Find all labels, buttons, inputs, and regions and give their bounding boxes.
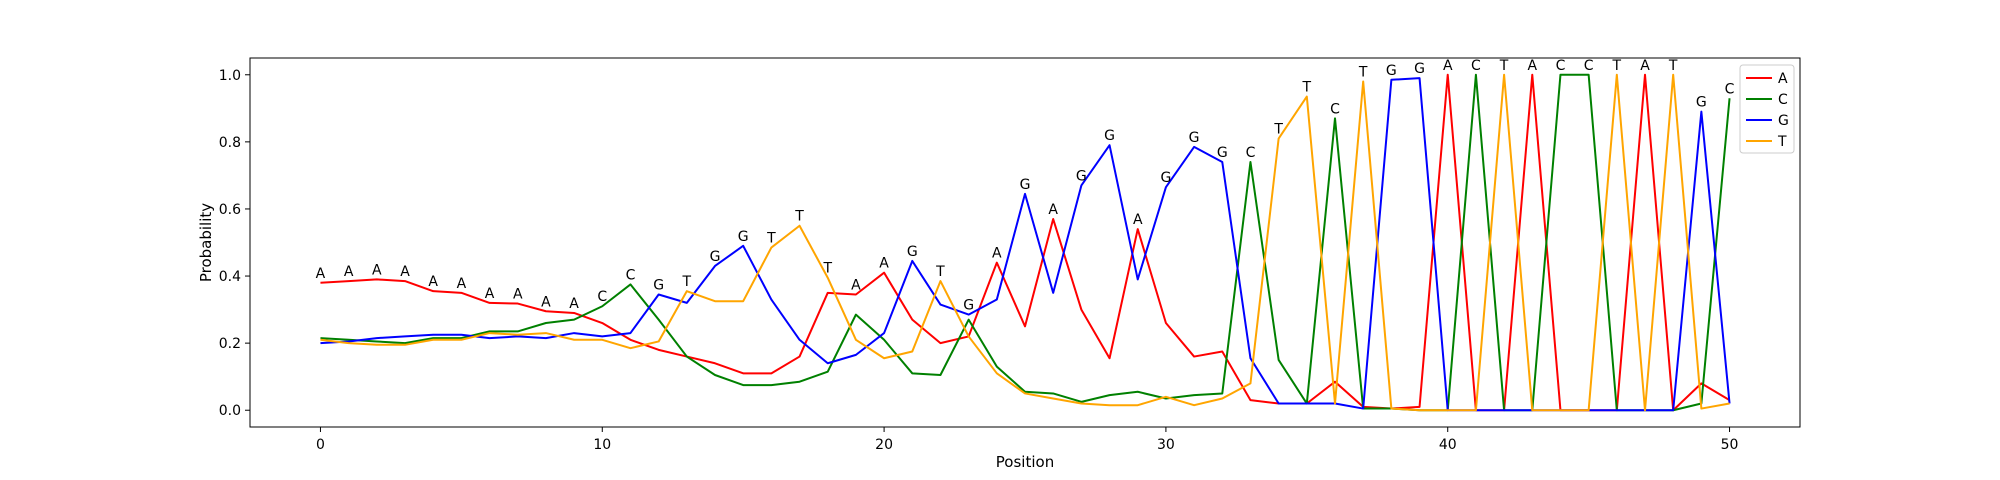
y-tick-label: 0.8 <box>219 135 241 151</box>
base-annotation: T <box>682 274 692 290</box>
x-axis-label: Position <box>996 453 1054 471</box>
base-annotation: A <box>316 266 326 282</box>
y-tick-label: 0.0 <box>219 403 241 419</box>
base-annotation: A <box>485 286 495 302</box>
base-annotation: A <box>851 277 861 293</box>
legend-box <box>1739 64 1795 154</box>
base-annotation: G <box>1386 63 1397 79</box>
base-annotation: C <box>1584 58 1594 74</box>
base-annotation: T <box>822 261 832 277</box>
base-annotation: A <box>541 294 551 310</box>
base-annotation: G <box>963 298 974 314</box>
x-tick-label: 20 <box>875 437 893 453</box>
x-tick-label: 10 <box>593 437 611 453</box>
base-annotation: C <box>1471 58 1481 74</box>
x-axis: 0 10 20 30 40 50 <box>316 427 1738 453</box>
base-annotation: A <box>992 246 1002 262</box>
base-annotation: T <box>1358 64 1368 80</box>
base-annotation: G <box>1076 168 1087 184</box>
base-annotation: T <box>1499 58 1509 74</box>
x-tick-label: 40 <box>1439 437 1457 453</box>
series-line-G <box>320 77 1731 412</box>
legend-label-G: G <box>1778 113 1789 129</box>
base-annotation: A <box>1048 202 1058 218</box>
base-annotation: A <box>1443 58 1453 74</box>
base-annotation: A <box>428 274 438 290</box>
base-annotation: T <box>1612 58 1622 74</box>
base-annotation: G <box>907 244 918 260</box>
base-annotation: T <box>935 264 945 280</box>
base-annotation: G <box>1160 170 1171 186</box>
base-annotation: A <box>372 262 382 278</box>
legend-label-T: T <box>1777 134 1787 150</box>
base-annotation: A <box>879 256 889 272</box>
base-annotation: A <box>344 264 354 280</box>
y-axis-label: Probability <box>197 203 215 282</box>
legend-label-A: A <box>1778 71 1788 87</box>
x-tick-label: 50 <box>1721 437 1739 453</box>
base-annotation: G <box>653 277 664 293</box>
base-annotation: T <box>1273 122 1283 138</box>
x-tick-label: 0 <box>316 437 325 453</box>
y-tick-label: 0.2 <box>219 336 241 352</box>
base-annotation: A <box>513 287 523 303</box>
base-annotation: C <box>626 267 636 283</box>
axes-frame <box>249 57 1801 428</box>
base-annotation: G <box>1104 128 1115 144</box>
base-annotation: G <box>738 229 749 245</box>
base-annotation: T <box>794 209 804 225</box>
base-annotation: G <box>1189 130 1200 146</box>
base-annotation: T <box>766 231 776 247</box>
base-annotation: A <box>1133 212 1143 228</box>
base-annotation: T <box>1302 80 1312 96</box>
base-annotation: C <box>1330 101 1340 117</box>
base-annotation: C <box>1246 145 1256 161</box>
base-annotation: A <box>457 276 467 292</box>
series-line-T <box>320 73 1730 412</box>
base-annotation: A <box>569 296 579 312</box>
series-line-C <box>320 73 1731 412</box>
base-annotation: C <box>1725 81 1735 97</box>
y-tick-label: 0.6 <box>219 202 241 218</box>
base-annotation: A <box>400 264 410 280</box>
x-tick-label: 30 <box>1157 437 1175 453</box>
base-annotation: T <box>1668 58 1678 74</box>
base-annotation: G <box>1020 177 1031 193</box>
y-tick-label: 1.0 <box>219 68 241 84</box>
base-annotation: A <box>1527 58 1537 74</box>
base-annotation: A <box>1640 58 1650 74</box>
y-axis: 0.0 0.2 0.4 0.6 0.8 1.0 <box>219 68 250 419</box>
base-annotation: G <box>1414 61 1425 77</box>
base-annotation: C <box>1556 58 1566 74</box>
base-annotation: C <box>597 289 607 305</box>
plot-area: A A A A A A A A A A C C G T G G T T T A A G T G A G A G G A G G G C T T C T G G… <box>316 58 1735 412</box>
y-tick-label: 0.4 <box>219 269 241 285</box>
base-annotation: G <box>1696 95 1707 111</box>
base-annotation: G <box>1217 145 1228 161</box>
legend-label-C: C <box>1778 92 1788 108</box>
base-annotation: G <box>710 249 721 265</box>
